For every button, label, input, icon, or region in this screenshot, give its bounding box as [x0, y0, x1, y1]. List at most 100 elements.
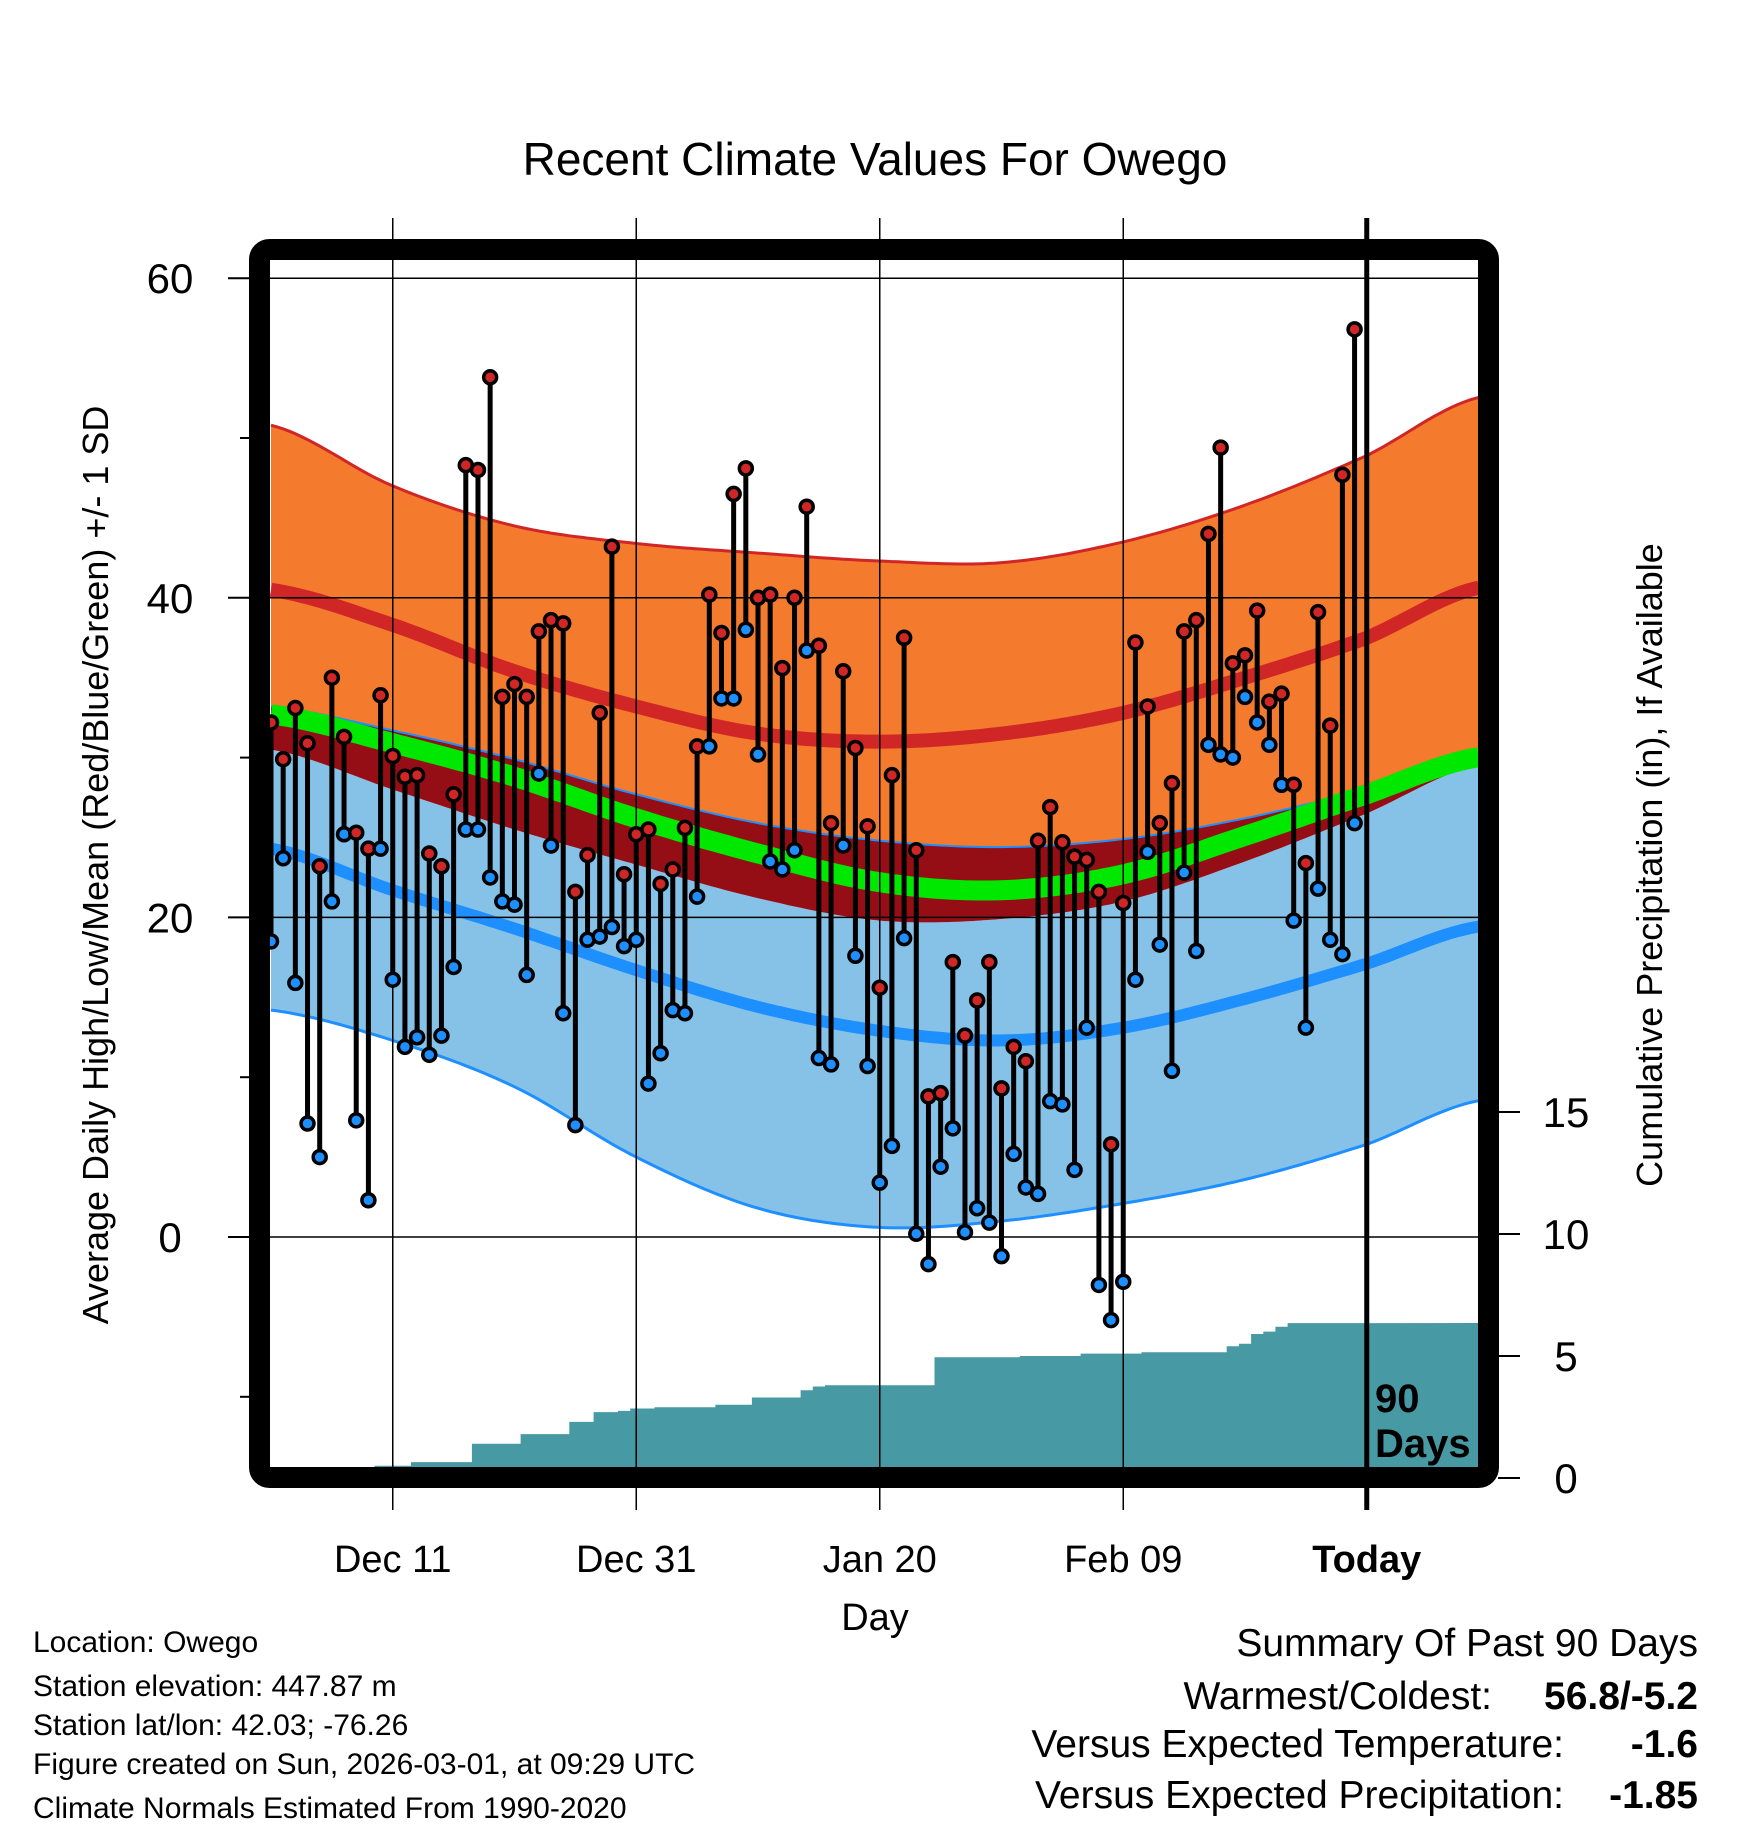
daily-high-point	[567, 883, 584, 901]
daily-low-point	[1285, 912, 1302, 929]
x-tick-label: Feb 09	[1064, 1539, 1182, 1581]
daily-low-point	[1054, 1096, 1071, 1113]
daily-low-point	[1346, 814, 1363, 832]
daily-high-point	[883, 766, 901, 784]
daily-low-point	[920, 1255, 937, 1273]
daily-high-point	[1163, 774, 1181, 792]
y-tick-label: 40	[147, 575, 194, 622]
daily-low-point	[1139, 843, 1156, 861]
daily-high-point	[761, 586, 779, 603]
station-info: Location: Owego Station elevation: 447.8…	[33, 1626, 695, 1825]
daily-low-point	[1163, 1062, 1181, 1080]
daily-high-point	[445, 786, 462, 803]
info-location: Location: Owego	[33, 1626, 258, 1659]
daily-low-point	[372, 840, 389, 857]
daily-low-point	[311, 1148, 328, 1166]
daily-low-point	[993, 1247, 1010, 1265]
daily-low-point	[1066, 1161, 1083, 1179]
normal-mean-line	[269, 704, 1481, 901]
daily-high-point	[1151, 814, 1169, 832]
daily-high-point	[834, 663, 852, 680]
daily-low-point	[1321, 931, 1339, 949]
info-normals: Climate Normals Estimated From 1990-2020	[33, 1792, 627, 1825]
daily-high-point	[274, 750, 292, 768]
daily-low-point	[408, 1029, 426, 1046]
daily-high-point	[956, 1027, 974, 1044]
daily-high-point	[993, 1080, 1010, 1097]
daily-low-point	[944, 1120, 962, 1137]
daily-low-point	[1261, 736, 1278, 754]
daily-low-point	[1297, 1019, 1315, 1036]
daily-low-point	[725, 690, 742, 707]
daily-high-point	[774, 659, 791, 677]
daily-low-point	[299, 1115, 316, 1132]
daily-low-point	[1200, 736, 1217, 754]
daily-high-point	[591, 704, 608, 722]
temp-anomaly-label: Versus Expected Temperature:	[1031, 1723, 1564, 1766]
daily-high-point	[1248, 602, 1266, 619]
info-latlon: Station lat/lon: 42.03; -76.26	[33, 1709, 408, 1742]
daily-low-point	[1017, 1179, 1035, 1196]
daily-low-point	[421, 1046, 438, 1064]
daily-low-point	[701, 738, 718, 755]
daily-low-point	[810, 1049, 828, 1067]
daily-low-point	[591, 928, 608, 945]
cumulative-precip-area	[264, 1323, 1478, 1467]
daily-low-point	[506, 896, 523, 913]
precip-anomaly-value: -1.85	[1609, 1774, 1698, 1817]
summary-panel: Summary Of Past 90 Days Warmest/Coldest:…	[1031, 1622, 1698, 1817]
daily-high-point	[506, 675, 523, 693]
daily-low-point	[1102, 1311, 1120, 1329]
daily-high-point	[287, 699, 304, 717]
daily-high-point	[786, 589, 803, 607]
daily-high-point	[640, 821, 657, 838]
daily-high-point	[944, 953, 962, 971]
daily-low-point	[615, 937, 633, 955]
high-plus-sd-line	[270, 395, 1480, 566]
daily-low-point	[481, 869, 499, 886]
x-tick-label: Jan 20	[823, 1539, 937, 1581]
normal-high-line	[269, 580, 1481, 749]
x-tick-label: Dec 11	[334, 1539, 452, 1581]
daily-low-point	[1309, 880, 1327, 897]
daily-low-point	[652, 1044, 669, 1062]
y-tick-label: 60	[147, 255, 194, 302]
daily-low-point	[1005, 1145, 1022, 1163]
daily-high-point	[652, 875, 669, 893]
daily-high-point	[847, 739, 864, 757]
daily-low-point	[786, 842, 803, 859]
daily-high-point	[1005, 1038, 1022, 1056]
warm-cold-label: Warmest/Coldest:	[1184, 1675, 1492, 1718]
normal-low-line	[269, 842, 1480, 1047]
daily-high-point	[347, 824, 365, 841]
daily-high-point	[1346, 321, 1363, 338]
daily-low-point	[1115, 1273, 1132, 1290]
daily-high-point	[932, 1084, 949, 1102]
daily-low-point	[347, 1112, 365, 1129]
daily-low-point	[968, 1199, 986, 1217]
daily-low-point	[737, 621, 755, 639]
daily-high-point	[981, 953, 998, 971]
y2-tick-label: 5	[1554, 1333, 1577, 1380]
daily-high-point	[1200, 525, 1217, 543]
daily-high-point	[798, 498, 815, 515]
daily-low-point	[603, 918, 621, 936]
daily-low-point	[847, 947, 864, 965]
daily-low-point	[908, 1225, 925, 1243]
daily-high-point	[676, 819, 694, 837]
daily-low-point	[761, 853, 779, 870]
daily-low-point	[871, 1174, 888, 1191]
info-created: Figure created on Sun, 2026-03-01, at 09…	[33, 1748, 695, 1781]
daily-low-point	[360, 1191, 377, 1209]
y-tick-label: 0	[158, 1214, 181, 1261]
daily-low-point	[1334, 945, 1351, 963]
x-axis-label: Day	[841, 1597, 909, 1639]
daily-high-point	[1334, 466, 1351, 484]
daily-high-point	[1041, 798, 1059, 816]
daily-low-point	[1090, 1276, 1108, 1294]
daily-high-point	[299, 734, 316, 752]
daily-low-point	[542, 837, 560, 854]
daily-high-point	[1127, 634, 1144, 651]
daily-high-point	[810, 637, 828, 654]
